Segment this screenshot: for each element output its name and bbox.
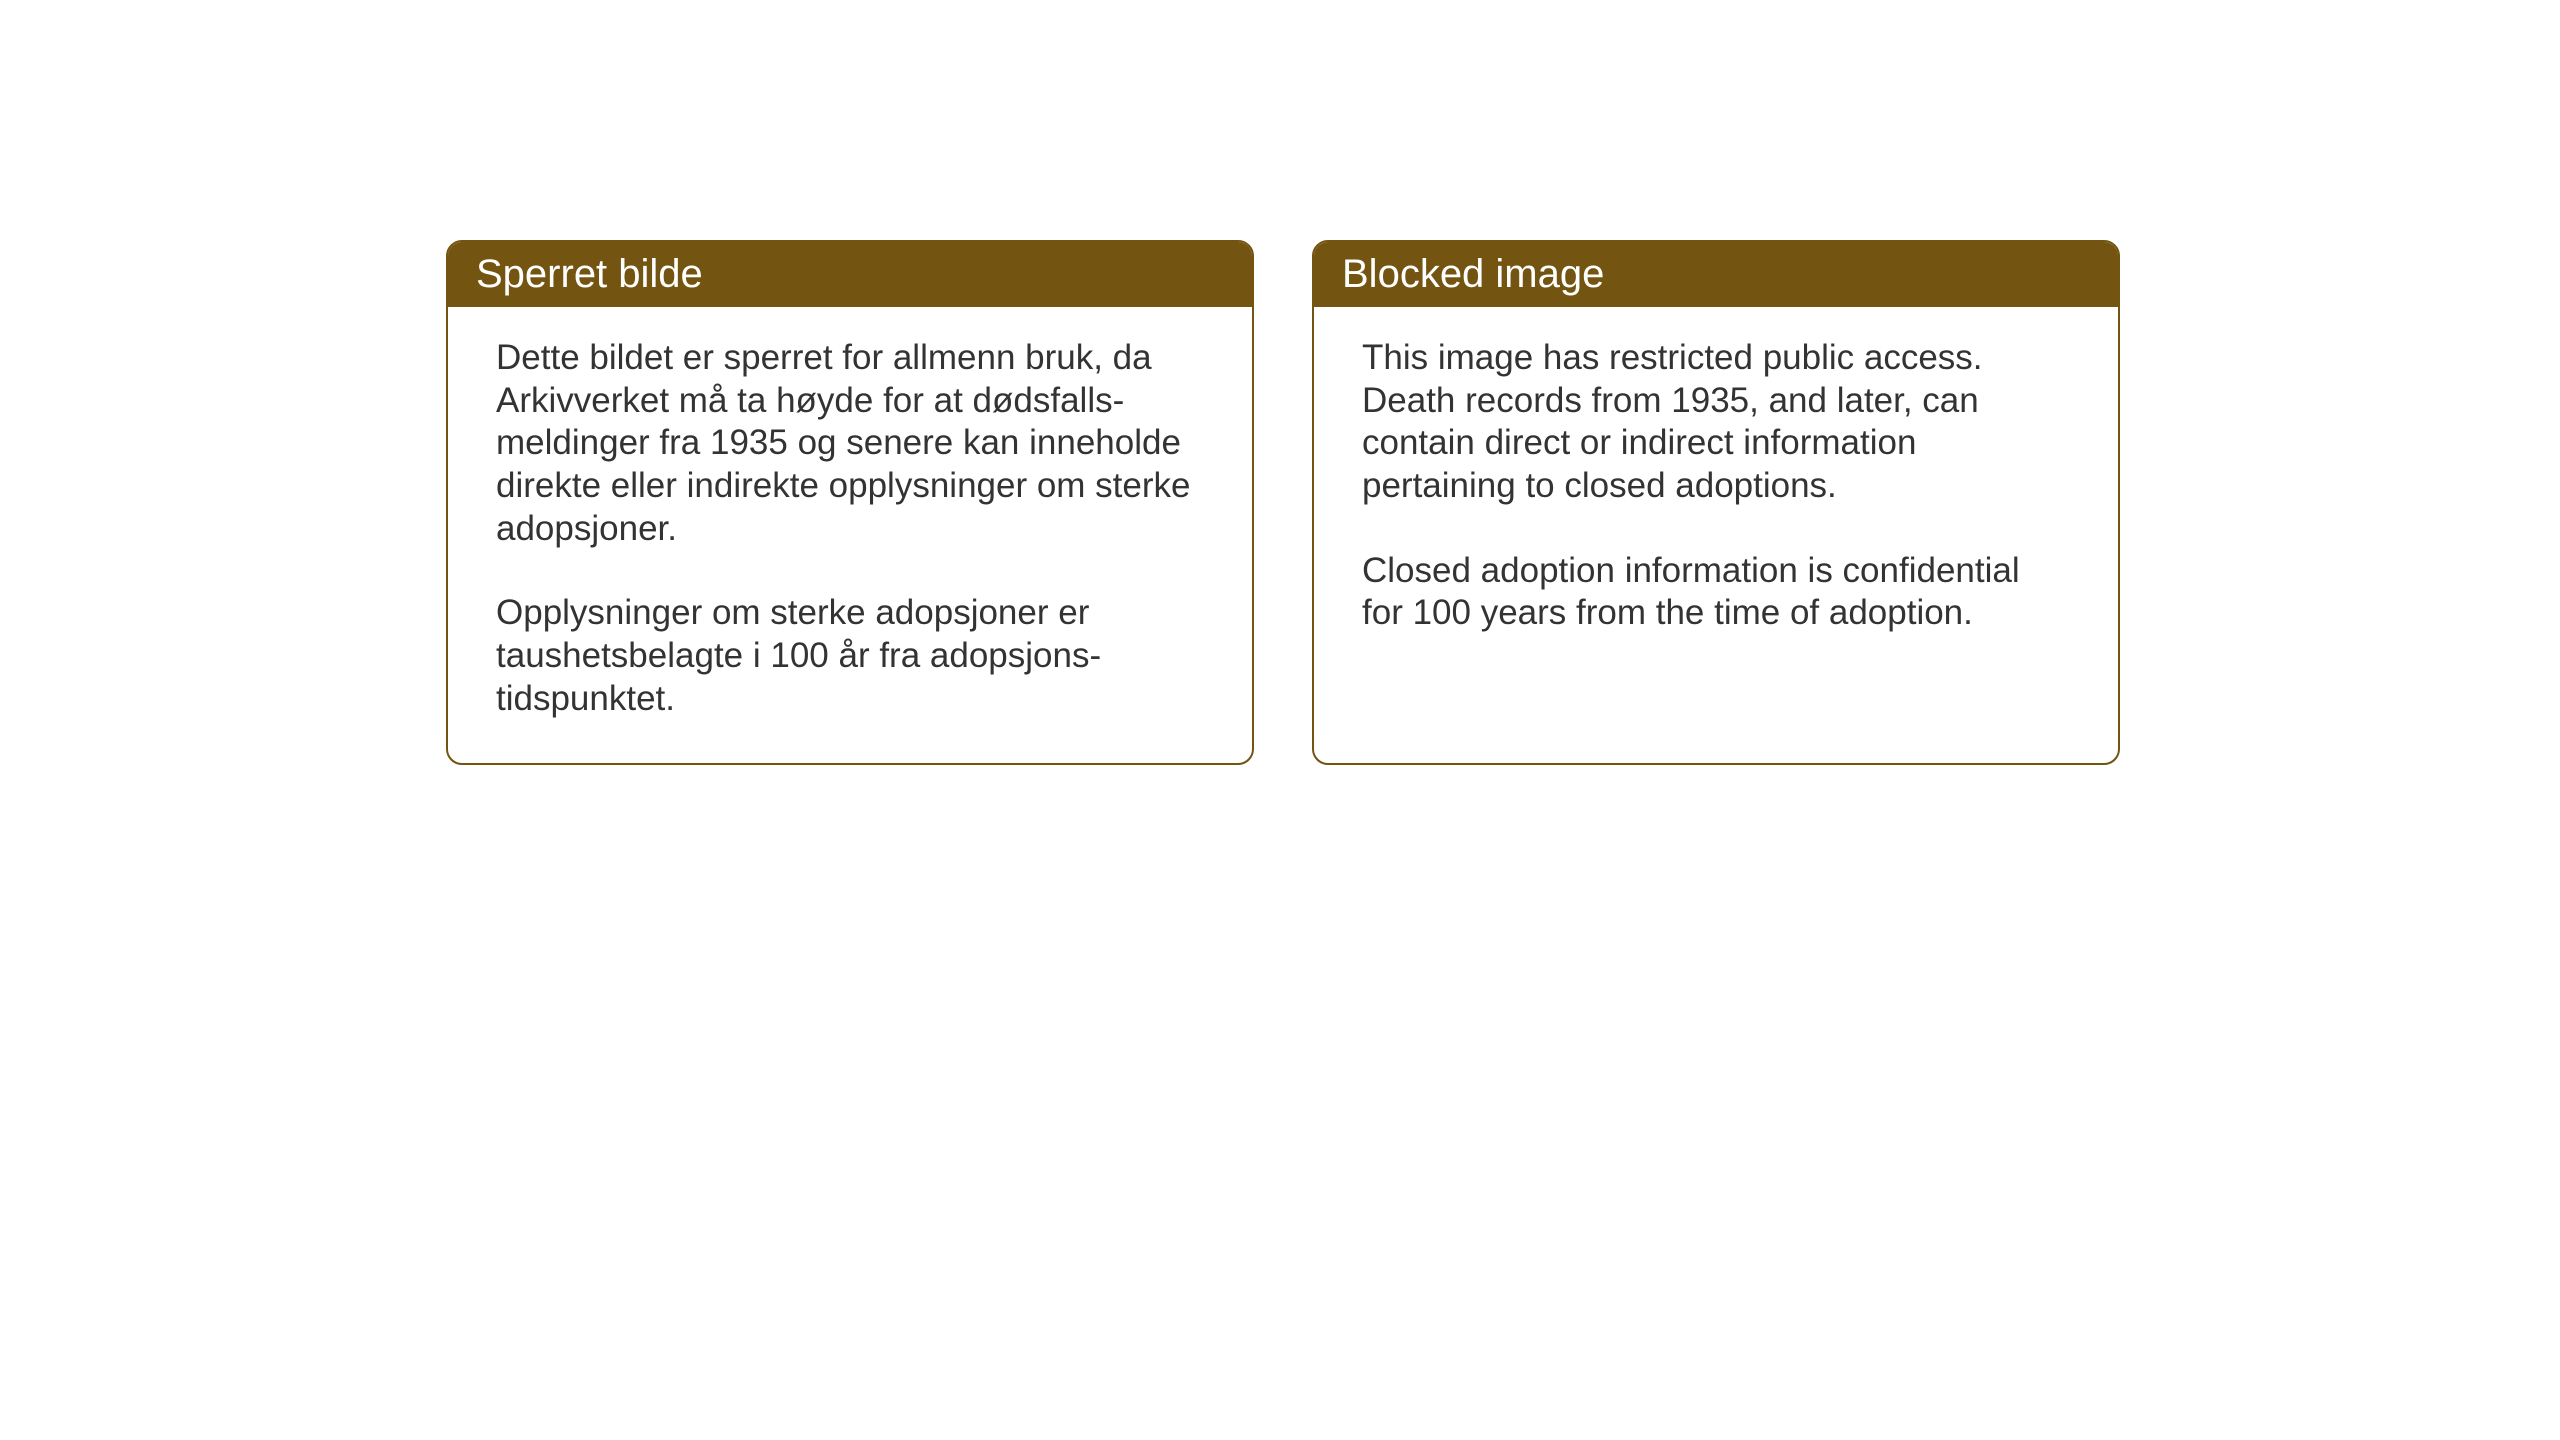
card-paragraph-norwegian-2: Opplysninger om sterke adopsjoner er tau… — [496, 592, 1204, 720]
notice-card-english: Blocked image This image has restricted … — [1312, 240, 2120, 765]
card-body-english: This image has restricted public access.… — [1314, 307, 2118, 677]
card-title-english: Blocked image — [1342, 252, 1604, 296]
card-header-english: Blocked image — [1314, 242, 2118, 307]
notice-card-norwegian: Sperret bilde Dette bildet er sperret fo… — [446, 240, 1254, 765]
card-header-norwegian: Sperret bilde — [448, 242, 1252, 307]
card-title-norwegian: Sperret bilde — [476, 252, 703, 296]
card-paragraph-english-2: Closed adoption information is confident… — [1362, 550, 2070, 635]
card-body-norwegian: Dette bildet er sperret for allmenn bruk… — [448, 307, 1252, 763]
card-paragraph-english-1: This image has restricted public access.… — [1362, 337, 2070, 508]
card-paragraph-norwegian-1: Dette bildet er sperret for allmenn bruk… — [496, 337, 1204, 550]
notice-container: Sperret bilde Dette bildet er sperret fo… — [446, 240, 2120, 765]
